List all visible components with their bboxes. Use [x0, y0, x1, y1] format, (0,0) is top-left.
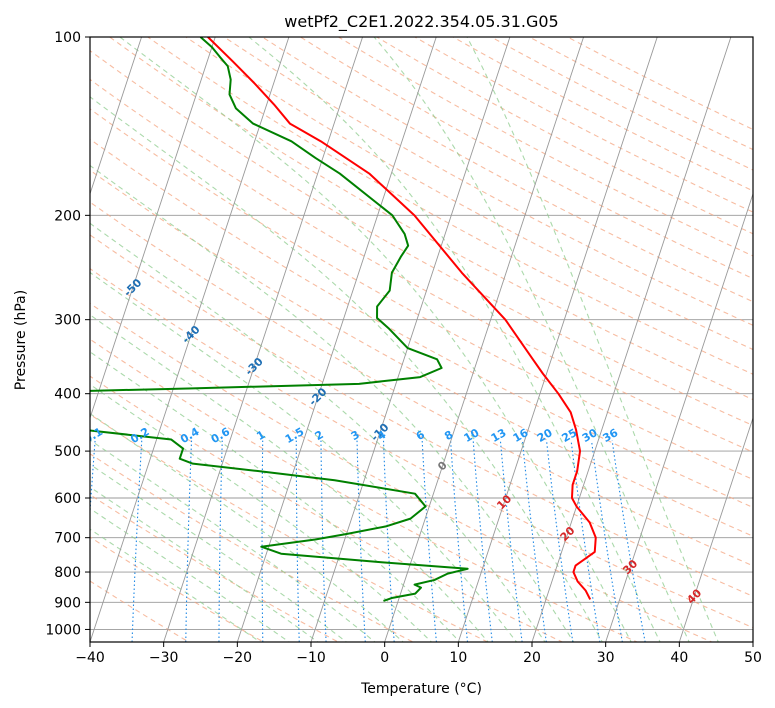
x-tick-label: 0: [380, 650, 389, 666]
dry-adiabat: [90, 302, 714, 642]
moist-adiabat: [90, 351, 461, 642]
mixing-ratio-line: [421, 440, 437, 642]
moist-adiabat: [90, 314, 489, 642]
isotherm: [90, 37, 143, 196]
dry-adiabat: [90, 138, 753, 509]
isotherm: [678, 416, 753, 642]
mixing-ratio-line: [499, 440, 523, 642]
dewpoint-line: [90, 429, 469, 602]
y-axis-label: Pressure (hPa): [13, 290, 29, 390]
mixing-ratio-line: [521, 440, 547, 642]
moist-adiabat: [90, 222, 546, 642]
moist-adiabat: [90, 412, 404, 642]
moist-adiabat: [90, 271, 518, 642]
isotherm: [90, 37, 290, 642]
mixing-ratio-line: [261, 440, 264, 642]
x-tick-label: 50: [744, 650, 762, 666]
mixing-ratio-lines: [90, 440, 646, 642]
y-tick-label: 1000: [45, 622, 81, 638]
y-tick-label: 400: [54, 387, 81, 403]
dry-adiabat: [528, 37, 753, 151]
dry-adiabat: [90, 234, 753, 597]
sounding-series: [90, 37, 597, 602]
mixing-ratio-line: [472, 440, 493, 642]
isotherm: [163, 37, 364, 642]
dry-adiabat: [90, 50, 753, 427]
moist-adiabat: [373, 37, 690, 642]
y-axis: 1000 900 800 700 600 500 400 300 200 100: [45, 30, 90, 638]
moist-adiabat: [248, 37, 661, 642]
moist-adiabats: [90, 37, 719, 642]
mixing-ratio-line: [570, 440, 601, 642]
dry-adiabat: [184, 37, 753, 351]
x-tick-label: 30: [597, 650, 615, 666]
y-tick-label: 900: [54, 595, 81, 611]
mixing-ratio-line: [590, 440, 623, 642]
y-tick-label: 300: [54, 313, 81, 329]
mixing-ratio-line: [382, 440, 395, 642]
dry-adiabat: [337, 37, 753, 257]
dry-adiabat: [90, 375, 564, 642]
dry-adiabat: [90, 201, 753, 567]
dry-adiabat: [90, 108, 753, 481]
mixing-ratio-line: [131, 440, 143, 642]
x-axis: −40 −30 −20 −10 0 10 20 30 40 50: [75, 642, 762, 666]
dry-adiabat: [90, 453, 415, 642]
x-tick-label: 10: [449, 650, 467, 666]
plot-frame: [89, 36, 754, 643]
chart-title: wetPf2_C2E1.2022.354.05.31.G05: [284, 12, 558, 32]
y-tick-label: 500: [54, 444, 81, 460]
y-tick-label: 200: [54, 208, 81, 224]
plot-area: -100-90-80-70-60-50-40-30-20-10010203040…: [90, 37, 753, 642]
moist-adiabat: [90, 164, 575, 642]
isotherms: [90, 37, 753, 642]
dry-adiabat: [451, 37, 753, 192]
dewpoint-line: [90, 37, 443, 392]
moist-adiabat: [119, 37, 632, 642]
dry-adiabat: [375, 37, 753, 235]
moist-adiabat: [90, 463, 348, 642]
isotherm: [457, 37, 658, 642]
x-tick-label: −40: [75, 650, 105, 666]
x-tick-label: 40: [670, 650, 688, 666]
mixing-ratio-labels: 0.1 0.2 0.4 0.6 1 1.5 2 3 4 6 8 10 13 16 20 25 30 36: [90, 425, 621, 446]
y-tick-label: 800: [54, 565, 81, 581]
dry-adiabat: [108, 37, 753, 401]
mixing-ratio-line: [218, 440, 223, 642]
isotherm: [90, 37, 216, 420]
mixing-ratio-line: [320, 440, 327, 642]
dry-adiabat: [261, 37, 753, 303]
x-tick-label: −10: [296, 650, 326, 666]
mixing-ratio-line: [295, 440, 300, 642]
isotherm: [605, 192, 753, 642]
isotherm: [531, 37, 732, 642]
x-tick-label: −20: [223, 650, 253, 666]
moist-adiabat: [466, 37, 719, 642]
dry-adiabat: [90, 413, 489, 642]
y-tick-label: 600: [54, 491, 81, 507]
temperature-line: [207, 37, 597, 600]
moist-adiabat: [90, 383, 433, 642]
x-tick-label: −30: [149, 650, 179, 666]
x-tick-label: 20: [523, 650, 541, 666]
mixing-ratio-line: [546, 440, 574, 642]
moist-adiabat: [90, 96, 603, 642]
moist-adiabat: [90, 439, 376, 642]
x-axis-label: Temperature (°C): [360, 681, 482, 697]
mixing-ratio-line: [356, 440, 366, 642]
dry-adiabat: [90, 268, 753, 629]
isotherm: [384, 37, 585, 642]
y-tick-label: 100: [54, 30, 81, 46]
y-tick-label: 700: [54, 531, 81, 547]
dry-adiabats: [90, 37, 753, 642]
isotherm: [310, 37, 511, 642]
